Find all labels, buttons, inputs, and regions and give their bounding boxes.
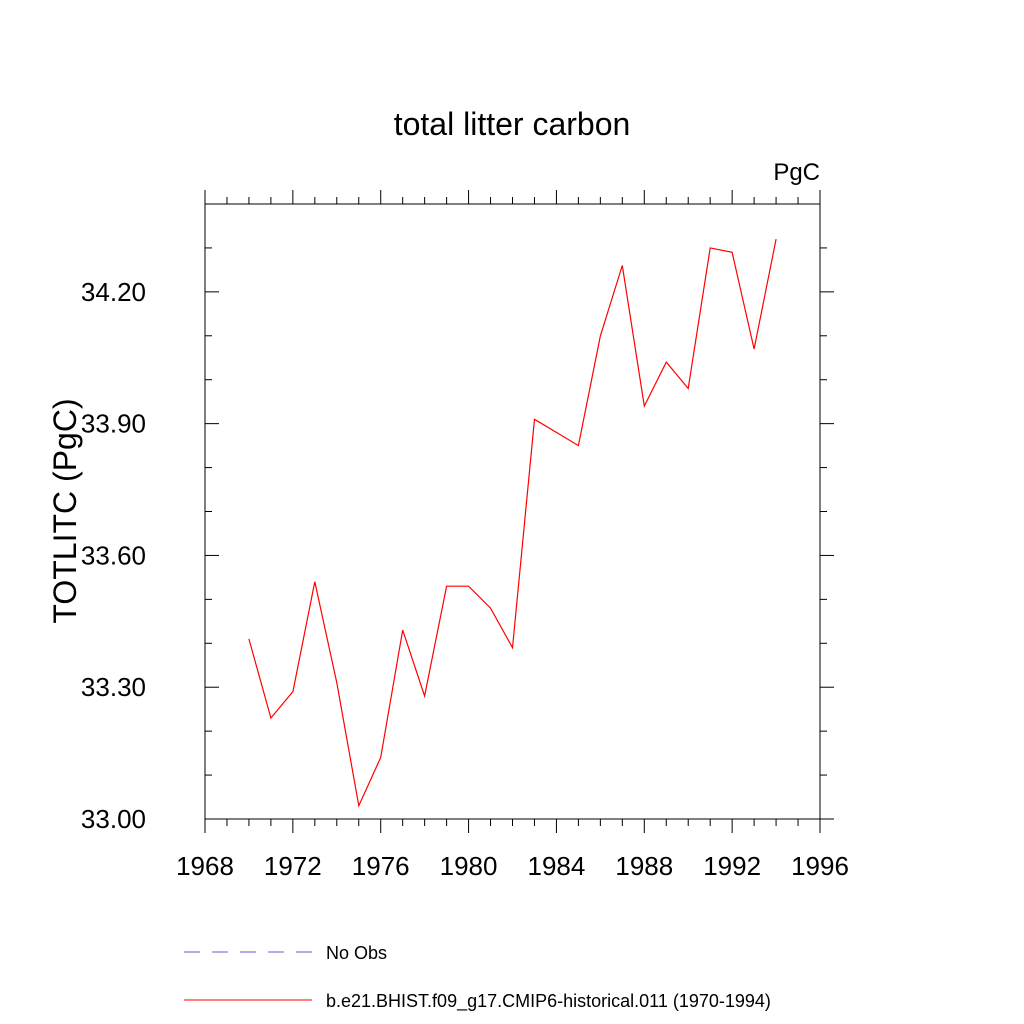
legend: No Obs b.e21.BHIST.f09_g17.CMIP6-historic…	[184, 943, 771, 1012]
x-tick-label: 1992	[703, 851, 761, 881]
y-tick-label: 33.90	[81, 409, 146, 439]
series-layer	[248, 238, 777, 808]
y-tick-label: 33.30	[81, 672, 146, 702]
x-tick-label: 1984	[528, 851, 586, 881]
y-tick-label: 33.60	[81, 540, 146, 570]
y-axis-label: TOTLITC (PgC)	[47, 398, 83, 623]
y-tick-label: 34.20	[81, 277, 146, 307]
y-tick-labels: 33.00 33.30 33.60 33.90 34.20	[81, 277, 146, 834]
chart-title: total litter carbon	[394, 106, 631, 142]
axis-ticks	[204, 190, 834, 833]
units-label: PgC	[773, 159, 820, 186]
y-tick-label: 33.00	[81, 804, 146, 834]
x-tick-label: 1968	[176, 851, 234, 881]
x-tick-label: 1972	[264, 851, 322, 881]
plot-frame	[204, 203, 821, 820]
x-tick-labels: 1968 1972 1976 1980 1984 1988 1992 1996	[176, 851, 849, 881]
legend-label: No Obs	[326, 943, 387, 963]
x-tick-label: 1996	[791, 851, 849, 881]
x-tick-label: 1980	[440, 851, 498, 881]
x-tick-label: 1988	[615, 851, 673, 881]
series-line	[248, 238, 777, 808]
legend-label: b.e21.BHIST.f09_g17.CMIP6-historical.011…	[326, 991, 771, 1012]
x-tick-label: 1976	[352, 851, 410, 881]
